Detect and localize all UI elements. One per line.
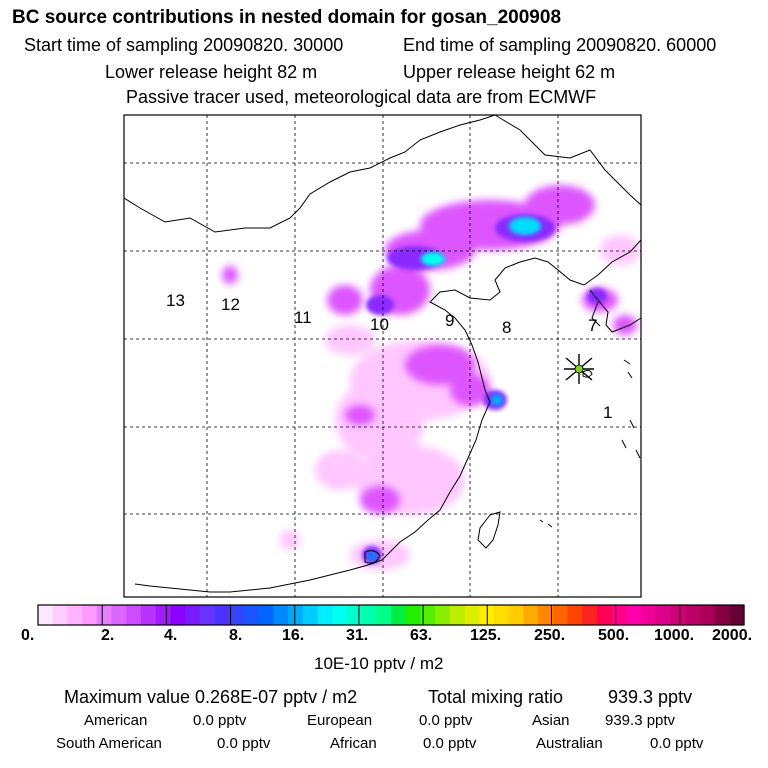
lower-release-height: Lower release height 82 m — [105, 62, 318, 82]
region-label-13: 13 — [166, 291, 185, 310]
colorbar-swatch — [96, 605, 113, 625]
colorbar-swatch — [376, 605, 392, 625]
australian-label: Australian — [536, 735, 603, 752]
colorbar-label-63: 63. — [410, 627, 433, 644]
end-time: End time of sampling 20090820. 60000 — [403, 35, 717, 55]
colorbar-swatch — [199, 605, 216, 625]
colorbar-swatch — [670, 605, 686, 625]
colorbar-swatch — [567, 605, 583, 625]
colorbar-label-8: 8. — [229, 627, 243, 644]
colorbar-swatch — [699, 605, 716, 625]
colorbar-units: 10E-10 pptv / m2 — [314, 654, 444, 673]
colorbar-swatch — [405, 605, 422, 625]
colorbar-swatch — [346, 605, 363, 625]
asian-value: 939.3 pptv — [605, 712, 676, 729]
colorbar-frame — [37, 604, 745, 626]
colorbar-swatch — [552, 605, 569, 625]
colorbar-swatch — [538, 605, 554, 625]
region-label-12: 12 — [221, 295, 240, 314]
colorbar-swatch — [508, 605, 524, 625]
colorbar-swatch — [67, 605, 83, 625]
region-label-8: 8 — [502, 318, 511, 337]
colorbar-swatch — [288, 605, 304, 625]
south-american-label: South American — [56, 735, 162, 752]
colorbar-swatch — [449, 605, 466, 625]
american-label: American — [84, 712, 148, 729]
colorbar-label-500: 500. — [598, 627, 630, 644]
total-mixing-ratio-value: 939.3 pptv — [608, 687, 693, 707]
colorbar-swatch — [523, 605, 539, 625]
region-label-11: 11 — [294, 308, 312, 327]
colorbar-swatch — [185, 605, 201, 625]
colorbar-swatch — [317, 605, 333, 625]
gosan-star-marker — [564, 354, 594, 384]
tracer-note: Passive tracer used, meteorological data… — [126, 87, 597, 107]
colorbar-label-0: 0. — [21, 627, 35, 644]
colorbar-swatch — [685, 605, 701, 625]
african-label: African — [330, 735, 377, 752]
asian-label: Asian — [532, 712, 570, 729]
colorbar-label-2: 2. — [101, 627, 115, 644]
colorbar-label-125: 125. — [470, 627, 502, 644]
colorbar-swatch — [361, 605, 377, 625]
region-label-10: 10 — [370, 315, 389, 334]
colorbar-swatch — [493, 605, 510, 625]
colorbar-swatch — [214, 605, 230, 625]
colorbar-swatch — [582, 605, 598, 625]
coastline — [123, 114, 642, 593]
colorbar-label-1000: 1000. — [654, 627, 695, 644]
colorbar-swatch — [243, 605, 260, 625]
american-value: 0.0 pptv — [193, 712, 247, 729]
colorbar-swatch — [229, 605, 245, 625]
maximum-value: Maximum value 0.268E-07 pptv / m2 — [64, 687, 358, 707]
colorbar-swatch — [170, 605, 186, 625]
start-time: Start time of sampling 20090820. 30000 — [24, 35, 344, 55]
colorbar-swatch — [126, 605, 142, 625]
upper-release-height: Upper release height 62 m — [403, 62, 616, 82]
plume-field — [222, 185, 640, 570]
colorbar-swatch — [302, 605, 319, 625]
colorbar-swatch — [596, 605, 613, 625]
colorbar-ticks — [101, 605, 681, 625]
colorbar-label-250: 250. — [534, 627, 566, 644]
region-label-9: 9 — [445, 311, 454, 330]
total-mixing-ratio-label: Total mixing ratio — [428, 687, 564, 707]
colorbar-swatch — [52, 605, 69, 625]
european-value: 0.0 pptv — [419, 712, 473, 729]
colorbar-swatch — [391, 605, 407, 625]
colorbar-swatch — [140, 605, 157, 625]
map-canvas: 13 12 11 10 9 8 7 1 — [37, 114, 745, 626]
colorbar-swatch — [655, 605, 672, 625]
colorbar-swatch — [611, 605, 627, 625]
lat-lon-grid — [124, 115, 641, 597]
colorbar-swatch — [626, 605, 642, 625]
australian-value: 0.0 pptv — [650, 735, 704, 752]
african-value: 0.0 pptv — [423, 735, 477, 752]
colorbar-swatch — [641, 605, 657, 625]
colorbar-swatch — [111, 605, 127, 625]
colorbar-swatch — [332, 605, 348, 625]
colorbar — [38, 605, 745, 625]
colorbar-swatch — [273, 605, 289, 625]
colorbar-swatch — [435, 605, 451, 625]
colorbar-label-31: 31. — [346, 627, 369, 644]
colorbar-swatch — [82, 605, 98, 625]
colorbar-swatch — [729, 605, 745, 625]
colorbar-swatch — [714, 605, 730, 625]
colorbar-swatch — [155, 605, 171, 625]
south-american-value: 0.0 pptv — [217, 735, 271, 752]
colorbar-swatch — [420, 605, 436, 625]
page-title: BC source contributions in nested domain… — [12, 7, 562, 28]
region-label-1: 1 — [603, 403, 612, 422]
map-frame — [123, 114, 642, 598]
colorbar-swatch — [258, 605, 274, 625]
colorbar-swatch — [464, 605, 480, 625]
european-label: European — [307, 712, 373, 729]
colorbar-label-2000: 2000. — [712, 627, 753, 644]
colorbar-label-4: 4. — [164, 627, 178, 644]
colorbar-swatch — [38, 605, 54, 625]
region-label-7: 7 — [588, 316, 597, 335]
colorbar-label-16: 16. — [282, 627, 305, 644]
